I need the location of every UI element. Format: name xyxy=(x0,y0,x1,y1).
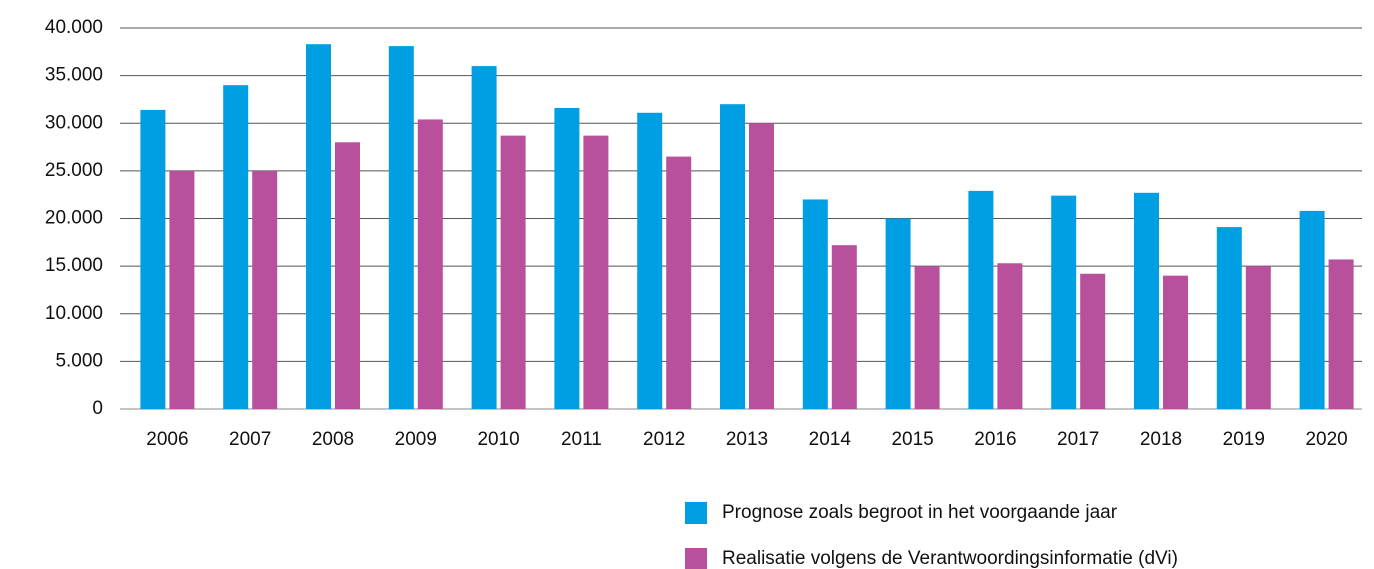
bar xyxy=(388,46,414,409)
legend-swatch xyxy=(685,548,707,569)
x-tick-label: 2016 xyxy=(974,429,1016,450)
bar xyxy=(335,142,360,410)
x-tick-label: 2012 xyxy=(643,429,685,450)
bar xyxy=(1134,192,1159,409)
bar xyxy=(1299,210,1325,409)
bar xyxy=(169,170,195,409)
y-tick-label: 35.000 xyxy=(45,65,103,86)
x-tick-label: 2010 xyxy=(477,429,519,450)
x-tick-label: 2013 xyxy=(726,429,768,450)
x-tick-label: 2007 xyxy=(229,429,271,450)
y-tick-label: 15.000 xyxy=(45,255,103,276)
bar xyxy=(1328,259,1354,409)
y-tick-label: 40.000 xyxy=(45,17,103,38)
bar xyxy=(223,85,249,410)
y-tick-label: 10.000 xyxy=(45,303,103,324)
legend-label: Prognose zoals begroot in het voorgaande… xyxy=(722,502,1118,523)
x-tick-label: 2008 xyxy=(312,429,354,450)
bar xyxy=(831,245,857,409)
x-tick-label: 2015 xyxy=(891,429,933,450)
x-tick-label: 2006 xyxy=(146,429,188,450)
bar xyxy=(666,156,692,409)
bar xyxy=(471,66,497,409)
x-tick-label: 2019 xyxy=(1223,429,1265,450)
bar xyxy=(500,135,526,409)
bar xyxy=(997,263,1023,409)
bar xyxy=(417,119,443,409)
bar xyxy=(252,170,278,409)
bar xyxy=(1163,275,1188,409)
bar xyxy=(885,218,911,409)
bar xyxy=(1080,273,1106,409)
legend-label: Realisatie volgens de Verantwoordingsinf… xyxy=(722,548,1178,569)
bar xyxy=(637,112,663,410)
x-tick-label: 2018 xyxy=(1140,429,1182,450)
x-tick-label: 2011 xyxy=(561,429,602,450)
bar xyxy=(1245,266,1271,409)
y-tick-label: 30.000 xyxy=(45,112,103,133)
y-tick-label: 0 xyxy=(92,398,103,419)
bar xyxy=(306,44,331,409)
bar xyxy=(554,108,580,409)
y-tick-label: 25.000 xyxy=(45,160,103,181)
bar xyxy=(720,104,745,409)
bar xyxy=(749,123,774,409)
x-tick-label: 2014 xyxy=(809,429,852,450)
legend-swatch xyxy=(685,502,707,524)
bar xyxy=(914,266,940,409)
bar xyxy=(802,199,828,409)
bar xyxy=(968,190,994,409)
x-tick-label: 2017 xyxy=(1057,429,1099,450)
bar xyxy=(140,109,166,409)
x-tick-label: 2009 xyxy=(395,429,437,450)
y-tick-label: 5.000 xyxy=(55,350,103,371)
bar xyxy=(1216,227,1242,409)
x-tick-label: 2020 xyxy=(1305,429,1347,450)
y-tick-label: 20.000 xyxy=(45,208,103,229)
bar xyxy=(583,135,609,409)
bar xyxy=(1051,195,1077,409)
